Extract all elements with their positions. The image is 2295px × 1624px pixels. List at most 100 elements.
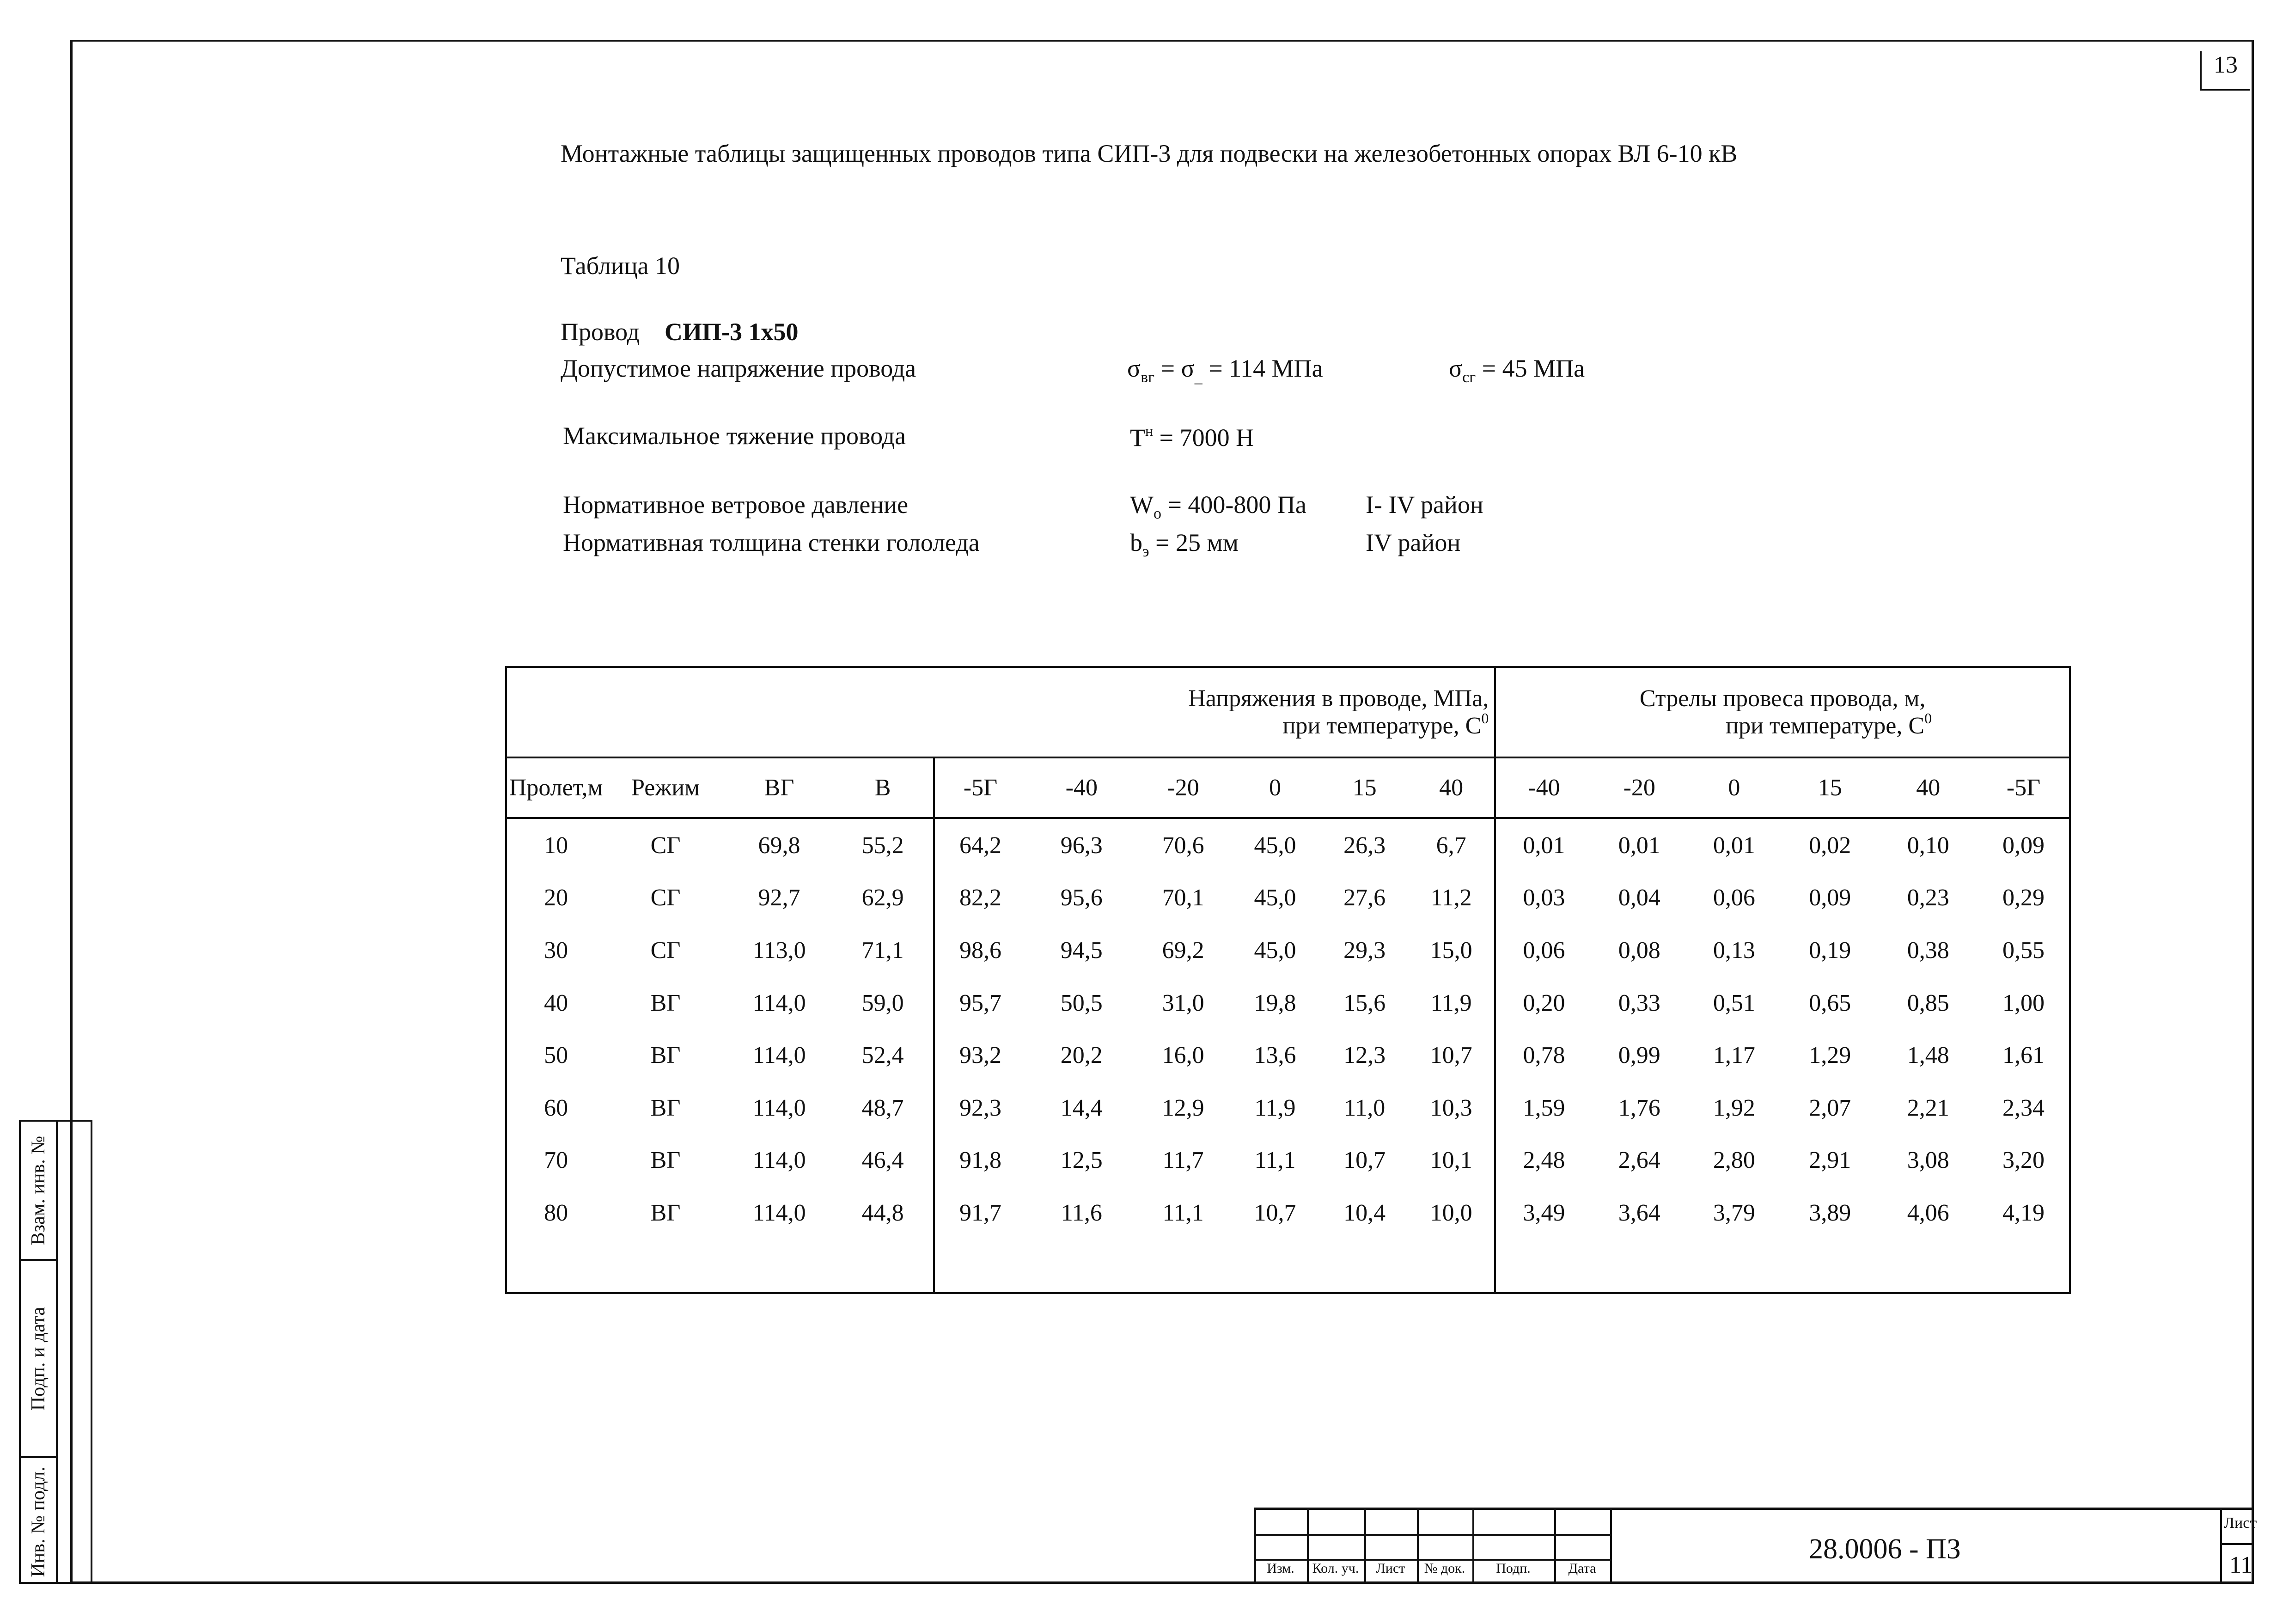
- table-cell: 1,59: [1494, 1081, 1592, 1135]
- table-cell: 70,6: [1162, 832, 1204, 859]
- table-cell: 0,04: [1618, 885, 1660, 911]
- table-cell: 10,4: [1343, 1199, 1386, 1226]
- table-row: 60 ВГ 114,0 48,7 92,3 14,4 12,9 11,9 11,0 10,3 1,5…: [506, 1081, 2070, 1135]
- table-cell: 20: [544, 885, 568, 911]
- table-cell: СГ: [650, 937, 681, 964]
- table-cell: 52,4: [861, 1042, 904, 1069]
- column-header: -20: [1137, 757, 1229, 819]
- table-cell: 70: [544, 1147, 568, 1174]
- stamp-signature-date: Подп. и дата: [21, 1261, 56, 1458]
- document-title: Монтажные таблицы защищенных проводов ти…: [561, 140, 1738, 167]
- table-cell: 10: [544, 832, 568, 859]
- column-header: 40: [1878, 757, 1978, 819]
- table-cell: 2,80: [1713, 1147, 1755, 1174]
- installation-table: Напряжения в проводе, МПа, при температур…: [505, 666, 2071, 1294]
- table-cell: ВГ: [650, 989, 681, 1016]
- table-cell: 40: [544, 989, 568, 1016]
- stress-value: σвг = σ_ = 114 МПа: [1127, 354, 1323, 386]
- table-cell: 94,5: [1060, 937, 1103, 964]
- table-cell: 0,02: [1809, 832, 1851, 859]
- table-cell: 11,2: [1430, 885, 1472, 911]
- table-cell: 2,64: [1618, 1147, 1660, 1174]
- column-header: -40: [1494, 757, 1592, 819]
- wind-region: I- IV район: [1366, 491, 1483, 519]
- title-block-column-label: Изм.: [1267, 1561, 1294, 1576]
- table-cell: 2,07: [1809, 1094, 1851, 1121]
- table-cell: 14,4: [1060, 1094, 1103, 1121]
- table-cell: 0,09: [1809, 885, 1851, 911]
- side-stamp: Взам. инв. № Подп. и дата Инв. № подл.: [19, 1120, 92, 1584]
- table-cell: 69,2: [1162, 937, 1204, 964]
- table-row: 40 ВГ 114,0 59,0 95,7 50,5 31,0 19,8 15,6 11,9 0,2…: [506, 977, 2070, 1030]
- ice-region: IV район: [1366, 529, 1461, 556]
- table-cell: 11,9: [1430, 989, 1472, 1016]
- table-cell: 13,6: [1254, 1042, 1296, 1069]
- tension-label: Максимальное тяжение провода: [563, 422, 906, 450]
- empty-row: [506, 1239, 2070, 1293]
- title-block-column-label: Подп.: [1496, 1561, 1531, 1576]
- table-row: 30 СГ 113,0 71,1 98,6 94,5 69,2 45,0 29,3 15,0 0,0…: [506, 924, 2070, 977]
- column-header: ВГ: [726, 757, 833, 819]
- column-header: 40: [1408, 757, 1495, 819]
- table-cell: 11,9: [1254, 1094, 1296, 1121]
- table-cell: 0,65: [1809, 989, 1851, 1016]
- column-header-row: Пролет,м Режим ВГ В -5Г -40 -20 0 15 40 -40 -20 0 15 4…: [506, 757, 2070, 819]
- sag-group-header: Стрелы провеса провода, м, при температур…: [1494, 667, 2070, 759]
- table-cell: 114,0: [752, 1199, 806, 1226]
- table-cell: 62,9: [861, 885, 904, 911]
- table-cell: 1,00: [2002, 989, 2045, 1016]
- table-cell: 91,8: [933, 1134, 1026, 1187]
- table-cell: 10,7: [1430, 1042, 1472, 1069]
- document-code: 28.0006 - ПЗ: [1809, 1533, 1961, 1565]
- table-cell: 114,0: [752, 1042, 806, 1069]
- table-cell: 10,7: [1254, 1199, 1296, 1226]
- table-cell: 91,7: [933, 1187, 1026, 1239]
- column-header: Пролет,м: [506, 757, 605, 819]
- table-row: 50 ВГ 114,0 52,4 93,2 20,2 16,0 13,6 12,3 10,7 0,7…: [506, 1029, 2070, 1082]
- table-cell: 46,4: [861, 1147, 904, 1174]
- table-cell: 0,23: [1907, 885, 1949, 911]
- column-header: Режим: [605, 757, 726, 819]
- table-cell: 12,9: [1162, 1094, 1204, 1121]
- stamp-replacement-inv: Взам. инв. №: [21, 1122, 56, 1261]
- table-cell: 0,06: [1713, 885, 1755, 911]
- table-cell: 0,08: [1618, 937, 1660, 964]
- table-row: 10 СГ 69,8 55,2 64,2 96,3 70,6 45,0 26,3 6,7 0,01 0…: [506, 818, 2070, 872]
- table-cell: 12,3: [1343, 1042, 1386, 1069]
- table-cell: 26,3: [1343, 832, 1386, 859]
- table-cell: 0,51: [1713, 989, 1755, 1016]
- table-cell: 12,5: [1060, 1147, 1103, 1174]
- table-cell: 1,61: [2002, 1042, 2045, 1069]
- table-cell: 1,48: [1907, 1042, 1949, 1069]
- wind-label: Нормативное ветровое давление: [563, 491, 909, 519]
- table-cell: 10,0: [1430, 1199, 1472, 1226]
- table-cell: 70,1: [1162, 885, 1204, 911]
- page-number: 13: [2214, 52, 2238, 78]
- table-cell: ВГ: [650, 1042, 681, 1069]
- title-block: 28.0006 - ПЗ Лист 11 Изм. Кол. уч. Лист № д…: [1254, 1508, 2257, 1584]
- table-cell: 82,2: [933, 872, 1026, 925]
- table-cell: 60: [544, 1094, 568, 1121]
- table-cell: 31,0: [1162, 989, 1204, 1016]
- wire-line: Провод СИП-3 1х50: [561, 319, 799, 344]
- column-header: 15: [1321, 757, 1408, 819]
- table-cell: 95,6: [1060, 885, 1103, 911]
- table-cell: 45,0: [1254, 937, 1296, 964]
- table-cell: 69,8: [758, 832, 800, 859]
- table-cell: СГ: [650, 832, 681, 859]
- table-cell: 2,48: [1494, 1134, 1592, 1187]
- table-cell: 11,0: [1344, 1094, 1386, 1121]
- table-cell: 30: [544, 937, 568, 964]
- ice-label: Нормативная толщина стенки гололеда: [563, 529, 980, 556]
- tension-value: Tн = 7000 Н: [1130, 422, 1254, 452]
- table-cell: 3,79: [1713, 1199, 1755, 1226]
- ice-value: bэ = 25 мм: [1130, 529, 1239, 560]
- table-cell: 11,6: [1061, 1199, 1102, 1226]
- column-header: 0: [1686, 757, 1782, 819]
- sheet-number: 11: [2229, 1552, 2253, 1578]
- table-cell: 2,34: [2002, 1094, 2045, 1121]
- table-cell: 96,3: [1060, 832, 1103, 859]
- wind-value: Wo = 400-800 Па: [1130, 491, 1306, 522]
- table-cell: 98,6: [933, 924, 1026, 977]
- table-cell: 0,10: [1907, 832, 1949, 859]
